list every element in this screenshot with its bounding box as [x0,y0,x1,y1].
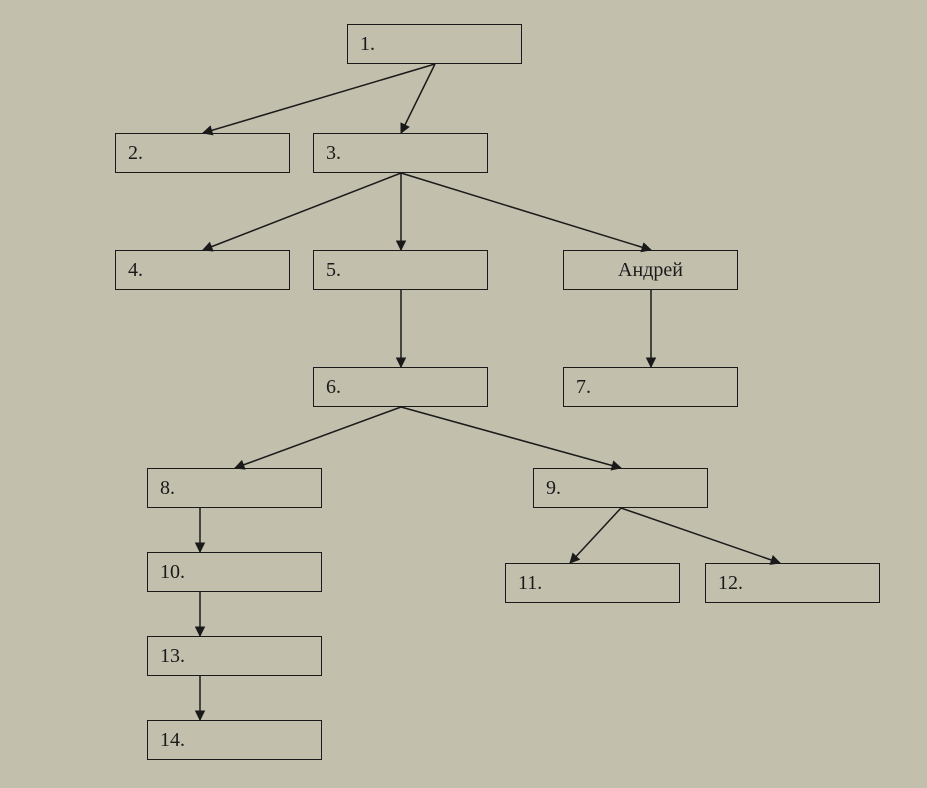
node-label: 2. [128,142,143,165]
tree-node: 7. [563,367,738,407]
node-label: 12. [718,572,743,595]
tree-node: 2. [115,133,290,173]
tree-node: 8. [147,468,322,508]
node-label: 4. [128,259,143,282]
node-label: 14. [160,729,185,752]
tree-edge [621,508,780,563]
tree-node: 6. [313,367,488,407]
node-label: Андрей [618,259,683,282]
tree-edge [401,64,435,133]
node-label: 13. [160,645,185,668]
tree-node: 3. [313,133,488,173]
node-label: 7. [576,376,591,399]
node-label: 10. [160,561,185,584]
tree-edge [203,173,401,250]
node-label: 6. [326,376,341,399]
tree-node: 14. [147,720,322,760]
tree-node: 1. [347,24,522,64]
tree-edge [235,407,401,468]
tree-node: 12. [705,563,880,603]
tree-edge [570,508,621,563]
tree-node: Андрей [563,250,738,290]
tree-edge [203,64,435,133]
tree-node: 5. [313,250,488,290]
tree-node: 9. [533,468,708,508]
node-label: 9. [546,477,561,500]
node-label: 5. [326,259,341,282]
tree-edge [401,173,651,250]
tree-node: 13. [147,636,322,676]
tree-node: 11. [505,563,680,603]
node-label: 8. [160,477,175,500]
node-label: 11. [518,572,542,595]
tree-node: 4. [115,250,290,290]
node-label: 3. [326,142,341,165]
node-label: 1. [360,33,375,56]
tree-node: 10. [147,552,322,592]
tree-edge [401,407,621,468]
